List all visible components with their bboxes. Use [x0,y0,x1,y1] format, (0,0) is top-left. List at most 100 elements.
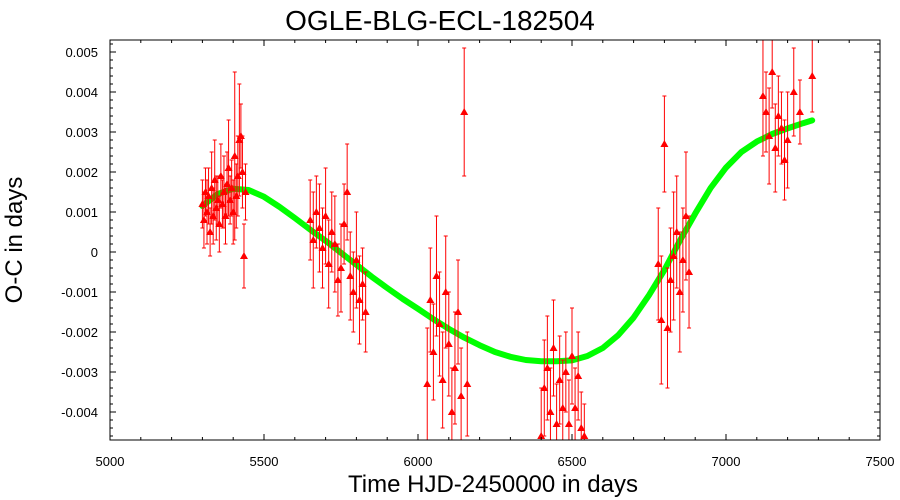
triangle-marker [657,316,666,323]
triangle-marker [444,340,453,347]
data-point [660,95,669,193]
data-point [330,195,339,293]
x-tick-label: 7500 [866,454,895,469]
triangle-marker [432,272,441,279]
y-tick-label: 0.004 [65,85,98,100]
triangle-marker [774,112,783,119]
data-point [675,231,684,353]
data-point [429,303,438,401]
data-point [238,135,247,209]
triangle-marker [795,108,804,115]
triangle-marker [669,252,678,259]
triangle-marker [318,244,327,251]
y-tick-label: 0.002 [65,165,98,180]
data-point [441,235,450,349]
triangle-marker [204,192,213,199]
data-point [552,383,561,440]
triangle-marker [777,124,786,131]
data-point [432,215,441,337]
triangle-marker [460,108,469,115]
data-point [241,163,250,221]
data-point [337,223,345,313]
data-point [571,367,580,440]
data-point [768,40,777,109]
data-point [309,191,318,289]
triangle-marker [537,432,546,439]
triangle-marker [561,368,570,375]
data-point [568,307,576,405]
data-point [306,179,315,261]
y-tick-label: 0 [91,245,98,260]
triangle-marker [215,220,224,227]
data-point [663,267,672,389]
fit-curve-line [199,117,816,365]
data-point [454,259,463,365]
triangle-marker [343,188,352,195]
triangle-marker [564,420,573,427]
triangle-marker [685,268,694,275]
triangle-marker [663,324,672,331]
y-tick-label: 0.003 [65,125,98,140]
data-point [657,255,666,385]
data-point [230,71,239,241]
data-point [558,359,567,440]
triangle-marker [457,392,466,399]
triangle-marker [435,320,444,327]
triangle-marker [340,220,349,227]
data-point [361,271,370,353]
x-tick-label: 5000 [96,454,125,469]
triangle-marker [540,384,549,391]
chart-title: OGLE-BLG-ECL-182504 [285,5,595,36]
data-point [349,251,358,333]
data-point [789,47,798,137]
data-point [457,347,466,440]
x-tick-label: 6500 [558,454,587,469]
data-point [340,183,349,265]
triangle-marker [765,132,774,139]
y-axis-label: O-C in days [1,177,28,304]
triangle-marker [423,380,432,387]
y-tick-label: -0.004 [61,405,98,420]
data-point [460,47,469,177]
triangle-marker [666,276,675,283]
x-tick-label: 5500 [250,454,279,469]
data-point [774,75,783,157]
triangle-marker [808,72,817,79]
triangle-marker [780,156,789,163]
triangle-marker [239,252,248,259]
y-tick-label: -0.002 [61,325,98,340]
data-point [783,91,792,189]
triangle-marker [654,260,663,267]
triangle-marker [358,280,367,287]
triangle-marker [450,364,459,371]
triangle-marker [312,208,321,215]
data-point [435,271,444,377]
data-point [444,291,453,397]
triangle-marker [447,408,456,415]
data-point [678,207,687,313]
triangle-marker [349,288,358,295]
triangle-marker [238,168,247,175]
triangle-marker [199,216,208,223]
triangle-marker [552,420,561,427]
triangle-marker [355,296,364,303]
x-tick-label: 7000 [712,454,741,469]
triangle-marker [574,372,583,379]
triangle-marker [580,432,589,439]
triangle-marker [216,172,225,179]
data-point [780,119,789,201]
data-point [426,247,435,353]
triangle-marker [543,364,552,371]
triangle-marker [206,228,215,235]
triangle-marker [675,288,684,295]
data-point [666,227,675,333]
data-point [561,331,570,413]
x-tick-label: 6000 [404,454,433,469]
data-point [346,231,355,321]
triangle-marker [321,212,330,219]
data-point [685,215,694,329]
data-point [543,315,552,421]
triangle-marker [672,228,681,235]
triangle-marker [681,212,690,219]
triangle-marker [768,68,777,75]
